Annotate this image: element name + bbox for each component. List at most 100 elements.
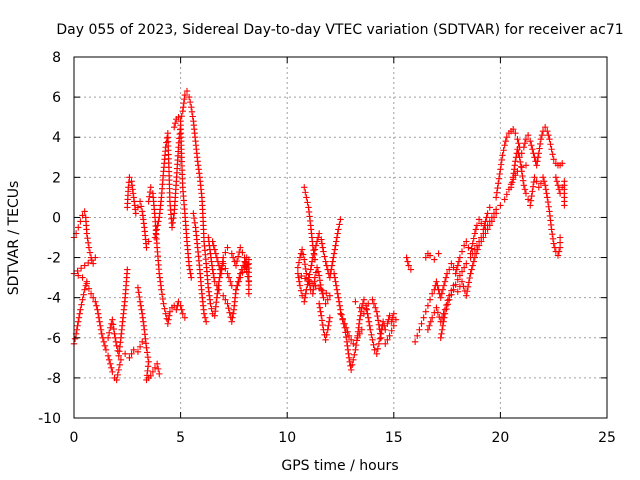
data-point (202, 318, 210, 325)
data-point (468, 245, 475, 252)
data-point (211, 246, 218, 253)
data-point (439, 286, 447, 293)
data-point (165, 316, 172, 323)
y-tick-label: 0 (52, 210, 61, 226)
chart-title: Day 055 of 2023, Sidereal Day-to-day VTE… (56, 22, 623, 38)
data-point (524, 196, 532, 203)
data-point (216, 274, 223, 281)
y-tick-label: -2 (47, 251, 61, 267)
data-point (539, 174, 547, 181)
data-point (143, 349, 151, 356)
data-point (446, 266, 453, 273)
data-point (109, 368, 116, 376)
data-point (71, 335, 79, 342)
data-point (549, 230, 556, 238)
data-point (82, 282, 89, 289)
data-point (97, 326, 105, 333)
data-point (200, 310, 208, 317)
data-point (436, 313, 443, 321)
data-point (330, 270, 338, 277)
data-point (307, 266, 314, 273)
data-point (84, 234, 91, 242)
data-point (96, 318, 103, 325)
data-point (550, 156, 557, 163)
data-point (331, 246, 339, 253)
data-point (544, 194, 551, 201)
data-point (433, 278, 440, 285)
data-point (107, 360, 114, 368)
data-point (392, 316, 400, 323)
data-point (441, 278, 449, 285)
data-point (316, 277, 324, 284)
data-point (301, 261, 309, 268)
data-point (458, 278, 466, 285)
data-point (519, 172, 526, 180)
data-point (102, 346, 110, 354)
data-point (73, 326, 81, 333)
data-point (95, 314, 103, 321)
data-point (521, 140, 529, 147)
data-point (368, 331, 375, 338)
data-point (113, 376, 120, 384)
data-point (77, 306, 84, 313)
data-point (178, 112, 185, 120)
data-point (452, 281, 459, 288)
data-point (515, 150, 522, 157)
data-point (169, 219, 176, 226)
data-point (420, 314, 427, 321)
data-point (236, 274, 243, 281)
data-point (490, 210, 498, 217)
data-point (309, 242, 316, 249)
data-point (237, 270, 244, 277)
data-point (209, 266, 216, 273)
data-point (365, 314, 372, 321)
data-point (324, 296, 331, 303)
data-point (233, 282, 241, 289)
data-point (222, 296, 229, 303)
data-point (317, 281, 324, 289)
y-tick-label: 6 (52, 90, 61, 106)
data-point (369, 296, 376, 303)
data-point (210, 242, 217, 249)
data-point (92, 298, 99, 305)
data-point (305, 276, 312, 283)
data-point (470, 258, 477, 265)
data-point (404, 258, 411, 265)
data-point (304, 199, 311, 206)
data-point (471, 246, 479, 253)
data-point (136, 293, 143, 301)
data-point (294, 270, 302, 277)
data-point (334, 230, 341, 237)
data-point (79, 296, 86, 303)
data-point (434, 309, 442, 316)
data-point (550, 240, 557, 247)
y-tick-label: 8 (52, 50, 61, 66)
data-point (522, 136, 530, 143)
data-point (422, 254, 429, 261)
data-point (367, 326, 374, 333)
data-point (146, 193, 153, 200)
data-point (441, 310, 449, 317)
data-point (104, 334, 112, 341)
data-point (460, 264, 468, 271)
data-point (304, 281, 311, 288)
data-point (426, 252, 434, 259)
data-point (233, 257, 241, 265)
data-point (315, 300, 323, 307)
data-point (382, 326, 389, 333)
data-point (500, 147, 507, 154)
data-point (208, 305, 215, 312)
data-point (151, 234, 159, 241)
data-point (319, 244, 326, 251)
data-point (191, 219, 199, 226)
data-point (81, 208, 88, 215)
data-point (86, 249, 94, 256)
y-tick-label: -6 (47, 331, 61, 347)
data-point (443, 305, 450, 313)
data-point (456, 272, 464, 279)
data-point (201, 314, 209, 321)
data-point (143, 344, 150, 352)
data-point (376, 325, 383, 333)
data-point (166, 312, 173, 319)
